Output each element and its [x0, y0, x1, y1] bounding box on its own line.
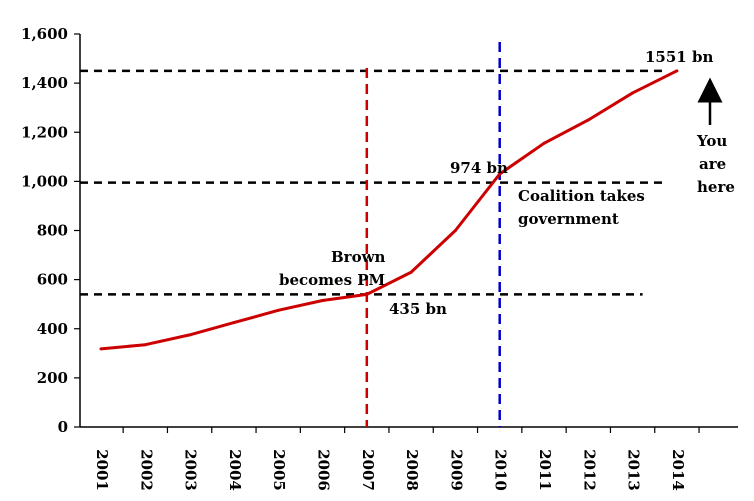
series-point: [498, 172, 502, 176]
y-tick-label: 1,400: [21, 74, 68, 92]
annotation-coalition-line1: Coalition takes: [518, 187, 645, 205]
y-tick-label: 1,200: [21, 123, 68, 141]
x-tick-label: 2014: [669, 449, 687, 491]
series-point: [453, 229, 457, 232]
series-point: [631, 91, 635, 95]
series-point: [188, 333, 192, 337]
x-tick-label: 2012: [580, 449, 598, 491]
y-tick-label: 1,600: [21, 25, 68, 43]
annotation-value-2007: 435 bn: [389, 300, 447, 318]
annotation-brown-line2: becomes PM: [279, 271, 385, 289]
series-point: [232, 321, 236, 325]
annotation-coalition-line2: government: [518, 210, 619, 228]
y-axis-ticks: 0 200 400 600 800 1,000 1,200 1,400 1,600: [21, 25, 80, 436]
y-tick-label: 200: [37, 369, 68, 387]
y-tick-label: 800: [37, 222, 68, 240]
x-tick-label: 2010: [492, 449, 510, 491]
series-point: [99, 347, 103, 351]
series-point: [143, 343, 147, 347]
series-point: [409, 270, 413, 274]
x-axis-ticks: 2001 2002 2003 2004 2005 2006 2007 2008 2009 2010…: [93, 427, 700, 491]
annotation-you-line3: here: [697, 178, 735, 196]
annotation-value-2014: 1551 bn: [645, 48, 713, 66]
x-tick-label: 2003: [182, 449, 200, 491]
x-tick-label: 2001: [93, 449, 111, 491]
x-tick-label: 2007: [359, 449, 377, 491]
series-group: [99, 69, 679, 351]
annotation-brown-line1: Brown: [331, 248, 385, 266]
y-tick-label: 1,000: [21, 172, 68, 190]
x-tick-label: 2009: [447, 449, 465, 491]
reference-lines: [80, 42, 667, 427]
x-tick-label: 2002: [137, 449, 155, 491]
x-tick-label: 2011: [536, 449, 554, 491]
series-point: [542, 141, 546, 145]
y-tick-label: 0: [58, 418, 68, 436]
annotation-value-2010: 974 bn: [450, 159, 508, 177]
series-point: [365, 292, 369, 296]
x-tick-label: 2008: [403, 449, 421, 491]
annotation-you-line1: You: [696, 132, 727, 150]
series-point: [321, 299, 324, 303]
x-tick-label: 2006: [315, 449, 333, 491]
series-point: [675, 69, 679, 73]
series-point: [586, 118, 590, 122]
series-point: [276, 308, 280, 312]
x-tick-label: 2004: [226, 449, 244, 491]
annotation-you-line2: are: [699, 155, 726, 173]
y-tick-label: 600: [37, 271, 68, 289]
x-tick-label: 2005: [270, 449, 288, 491]
x-tick-label: 2013: [625, 449, 643, 491]
y-tick-label: 400: [37, 320, 68, 338]
series-line: [100, 69, 678, 351]
